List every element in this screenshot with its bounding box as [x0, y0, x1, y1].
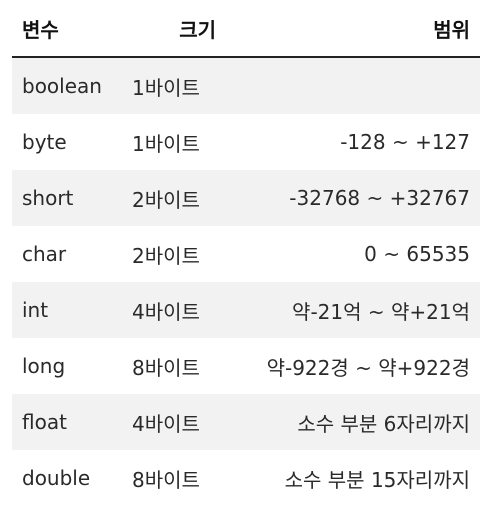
cell-range: 소수 부분 6자리까지: [218, 394, 480, 450]
cell-size: 1바이트: [122, 57, 218, 114]
cell-type-name: byte: [12, 114, 122, 170]
cell-range: -128 ~ +127: [218, 114, 480, 170]
header-size: 크기: [122, 0, 218, 58]
cell-type-name: short: [12, 170, 122, 226]
cell-type-name: char: [12, 226, 122, 282]
table-body: boolean 1바이트 byte 1바이트 -128 ~ +127 short…: [12, 57, 480, 506]
table-row: short 2바이트 -32768 ~ +32767: [12, 170, 480, 226]
cell-size: 4바이트: [122, 394, 218, 450]
table-row: char 2바이트 0 ~ 65535: [12, 226, 480, 282]
cell-range: 약-922경 ~ 약+922경: [218, 338, 480, 394]
cell-range: 소수 부분 15자리까지: [218, 450, 480, 506]
header-variable: 변수: [12, 0, 122, 58]
table-row: boolean 1바이트: [12, 57, 480, 114]
cell-type-name: long: [12, 338, 122, 394]
header-range: 범위: [218, 0, 480, 58]
table-row: int 4바이트 약-21억 ~ 약+21억: [12, 282, 480, 338]
cell-range: -32768 ~ +32767: [218, 170, 480, 226]
cell-size: 8바이트: [122, 338, 218, 394]
data-type-table: 변수 크기 범위 boolean 1바이트 byte 1바이트 -128 ~ +…: [12, 0, 480, 506]
table-row: double 8바이트 소수 부분 15자리까지: [12, 450, 480, 506]
cell-range: 0 ~ 65535: [218, 226, 480, 282]
table-row: byte 1바이트 -128 ~ +127: [12, 114, 480, 170]
cell-range: [218, 57, 480, 114]
cell-size: 2바이트: [122, 226, 218, 282]
cell-size: 8바이트: [122, 450, 218, 506]
cell-type-name: boolean: [12, 57, 122, 114]
table-header: 변수 크기 범위: [12, 0, 480, 58]
header-row: 변수 크기 범위: [12, 0, 480, 58]
cell-size: 4바이트: [122, 282, 218, 338]
table-row: float 4바이트 소수 부분 6자리까지: [12, 394, 480, 450]
cell-type-name: double: [12, 450, 122, 506]
cell-range: 약-21억 ~ 약+21억: [218, 282, 480, 338]
cell-size: 2바이트: [122, 170, 218, 226]
cell-type-name: int: [12, 282, 122, 338]
cell-type-name: float: [12, 394, 122, 450]
cell-size: 1바이트: [122, 114, 218, 170]
table-row: long 8바이트 약-922경 ~ 약+922경: [12, 338, 480, 394]
